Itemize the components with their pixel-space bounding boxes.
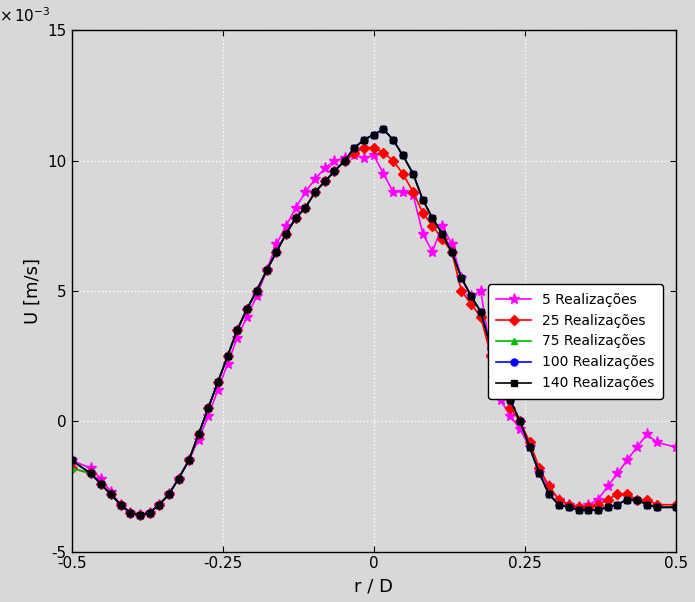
X-axis label: r / D: r / D bbox=[354, 577, 393, 595]
100 Realizações bbox=[136, 512, 144, 519]
75 Realizações bbox=[204, 405, 213, 412]
5 Realizações bbox=[67, 457, 76, 464]
25 Realizações bbox=[409, 188, 417, 196]
Line: 75 Realizações: 75 Realizações bbox=[68, 126, 680, 518]
75 Realizações bbox=[292, 214, 300, 222]
25 Realizações bbox=[448, 248, 456, 255]
100 Realizações bbox=[223, 353, 231, 360]
100 Realizações bbox=[379, 126, 388, 133]
100 Realizações bbox=[67, 457, 76, 464]
140 Realizações bbox=[292, 214, 300, 222]
5 Realizações bbox=[204, 412, 213, 420]
25 Realizações bbox=[136, 512, 144, 519]
100 Realizações bbox=[603, 504, 612, 511]
25 Realizações bbox=[360, 144, 368, 151]
25 Realizações bbox=[603, 496, 612, 503]
140 Realizações bbox=[136, 512, 144, 519]
Line: 100 Realizações: 100 Realizações bbox=[68, 126, 680, 518]
Legend: 5 Realizações, 25 Realizações, 75 Realizações, 100 Realizações, 140 Realizações: 5 Realizações, 25 Realizações, 75 Realiz… bbox=[488, 284, 663, 399]
5 Realizações bbox=[292, 204, 300, 211]
100 Realizações bbox=[672, 504, 680, 511]
140 Realizações bbox=[448, 248, 456, 255]
140 Realizações bbox=[379, 126, 388, 133]
Text: $\times\,10^{-3}$: $\times\,10^{-3}$ bbox=[0, 7, 51, 25]
100 Realizações bbox=[292, 214, 300, 222]
Line: 25 Realizações: 25 Realizações bbox=[68, 144, 680, 518]
Line: 5 Realizações: 5 Realizações bbox=[66, 150, 682, 521]
140 Realizações bbox=[67, 457, 76, 464]
140 Realizações bbox=[409, 170, 417, 177]
75 Realizações bbox=[409, 170, 417, 177]
25 Realizações bbox=[223, 353, 231, 360]
75 Realizações bbox=[603, 504, 612, 511]
5 Realizações bbox=[223, 361, 231, 368]
100 Realizações bbox=[204, 405, 213, 412]
140 Realizações bbox=[204, 405, 213, 412]
75 Realizações bbox=[223, 353, 231, 360]
75 Realizações bbox=[379, 126, 388, 133]
25 Realizações bbox=[67, 465, 76, 472]
5 Realizações bbox=[448, 240, 456, 247]
Y-axis label: U [m/s]: U [m/s] bbox=[24, 258, 42, 324]
75 Realizações bbox=[672, 504, 680, 511]
140 Realizações bbox=[672, 504, 680, 511]
25 Realizações bbox=[672, 501, 680, 508]
140 Realizações bbox=[223, 353, 231, 360]
75 Realizações bbox=[136, 512, 144, 519]
5 Realizações bbox=[603, 483, 612, 490]
5 Realizações bbox=[350, 152, 359, 159]
5 Realizações bbox=[672, 444, 680, 451]
25 Realizações bbox=[204, 405, 213, 412]
5 Realizações bbox=[409, 191, 417, 198]
75 Realizações bbox=[67, 465, 76, 472]
100 Realizações bbox=[409, 170, 417, 177]
5 Realizações bbox=[136, 512, 144, 519]
75 Realizações bbox=[448, 248, 456, 255]
25 Realizações bbox=[292, 214, 300, 222]
Line: 140 Realizações: 140 Realizações bbox=[68, 126, 680, 518]
140 Realizações bbox=[603, 504, 612, 511]
100 Realizações bbox=[448, 248, 456, 255]
